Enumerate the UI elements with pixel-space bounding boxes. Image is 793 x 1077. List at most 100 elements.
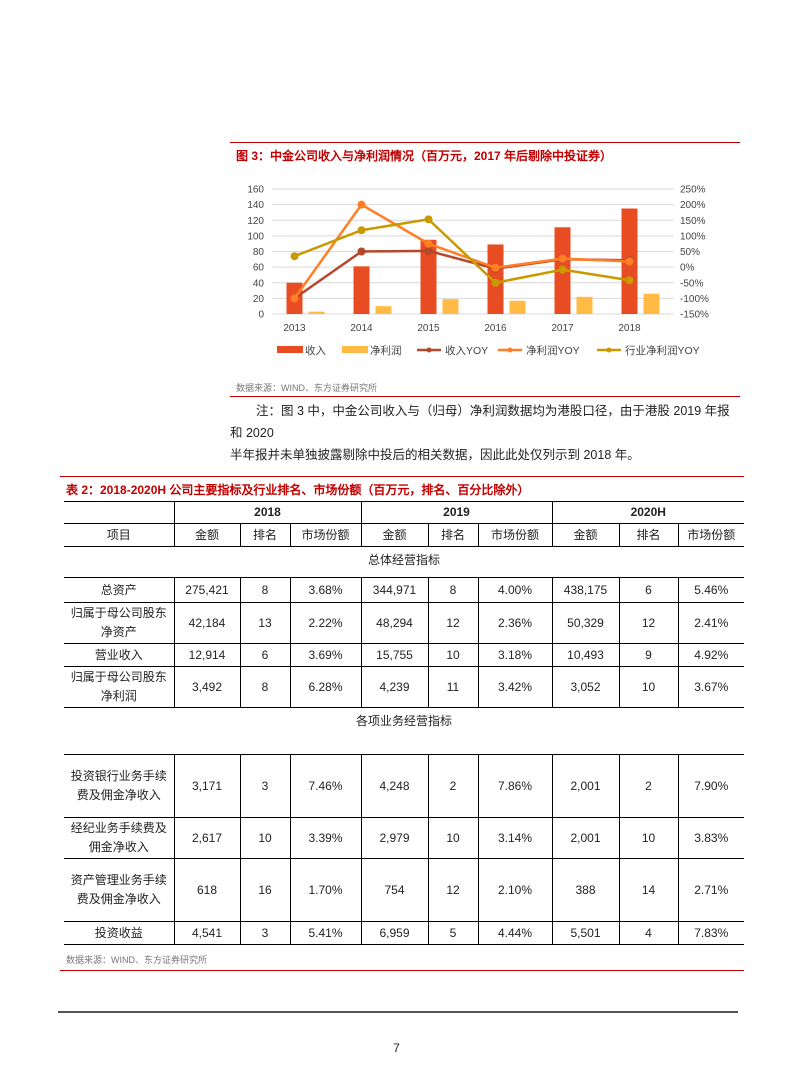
cell-rank: 6 — [618, 577, 679, 603]
year-2018-header: 2018 — [173, 501, 362, 524]
cell-share: 3.39% — [289, 817, 362, 859]
cell-share: 3.83% — [677, 817, 744, 859]
legend-label: 净利润 — [370, 344, 402, 357]
x-axis-tick: 2017 — [551, 323, 574, 334]
cell-share: 1.70% — [289, 858, 362, 922]
cell-share: 2.22% — [289, 602, 362, 644]
col-header-rank: 排名 — [239, 523, 291, 547]
col-header-item: 项目 — [64, 523, 175, 547]
legend-label: 净利润YOY — [526, 344, 580, 357]
data-point — [424, 215, 433, 224]
cell-rank: 13 — [239, 602, 291, 644]
cell-rank: 12 — [427, 602, 479, 644]
cell-amount: 438,175 — [551, 577, 620, 603]
page-number: 7 — [393, 1041, 400, 1055]
figure-title: 图 3：中金公司收入与净利润情况（百万元，2017 年后剔除中投证券） — [236, 149, 613, 163]
year-2020h-header: 2020H — [551, 501, 744, 524]
cell-amount: 3,052 — [551, 666, 620, 708]
cell-rank: 10 — [618, 666, 679, 708]
cell-share: 3.67% — [677, 666, 744, 708]
right-axis-tick: 0% — [680, 263, 695, 274]
year-header-row: 2018 2019 2020H — [64, 501, 744, 524]
cell-rank: 14 — [618, 858, 679, 922]
cell-amount: 754 — [360, 858, 429, 922]
row-item-label: 投资收益 — [64, 921, 175, 945]
table-row: 营业收入 12,914 6 3.69% 15,755 10 3.18% 10,493 9 4.92… — [64, 643, 744, 667]
table-row: 归属于母公司股东净利润 3,492 8 6.28% 4,239 11 3.42% 3,052 1… — [64, 666, 744, 708]
right-axis-tick: 150% — [680, 216, 706, 227]
right-axis-tick: 250% — [680, 185, 706, 196]
note-line-2: 半年报并未单独披露剔除中投后的相关数据，因此此处仅列示到 2018 年。 — [230, 448, 640, 462]
cell-amount: 10,493 — [551, 643, 620, 667]
section-row: 总体经营指标 — [64, 546, 744, 578]
figure-source: 数据来源：WIND、东方证券研究所 — [236, 383, 377, 393]
data-point — [491, 278, 500, 287]
col-header-share: 市场份额 — [677, 523, 744, 547]
cell-rank: 16 — [239, 858, 291, 922]
cell-rank: 11 — [427, 666, 479, 708]
cell-rank: 10 — [427, 643, 479, 667]
year-2019-header: 2019 — [360, 501, 553, 524]
cell-share: 3.69% — [289, 643, 362, 667]
data-point — [625, 257, 634, 266]
legend-marker-icon — [507, 347, 513, 353]
data-point — [424, 246, 433, 255]
left-axis-tick: 0 — [258, 310, 264, 321]
data-point — [357, 200, 366, 209]
cell-share: 7.83% — [677, 921, 744, 945]
cell-share: 3.42% — [477, 666, 553, 708]
section-row: 各项业务经营指标 — [64, 707, 744, 755]
cell-share: 7.90% — [677, 754, 744, 818]
legend-swatch — [342, 346, 368, 353]
data-point — [357, 247, 366, 256]
section-label: 总体经营指标 — [64, 546, 744, 578]
x-axis-tick: 2013 — [283, 323, 306, 334]
right-axis-tick: 200% — [680, 200, 706, 211]
table-title: 表 2：2018-2020H 公司主要指标及行业排名、市场份额（百万元，排名、百… — [66, 483, 530, 497]
cell-rank: 10 — [618, 817, 679, 859]
cell-rank: 6 — [239, 643, 291, 667]
cell-rank: 12 — [618, 602, 679, 644]
footer-rule — [58, 1011, 738, 1013]
x-axis-tick: 2018 — [618, 323, 641, 334]
legend-swatch — [277, 346, 303, 353]
line-industry-net-profit-yoy — [294, 217, 630, 285]
cell-share: 5.46% — [677, 577, 744, 603]
table-row: 总资产 275,421 8 3.68% 344,971 8 4.00% 438,175 6 5.4… — [64, 577, 744, 603]
cell-rank: 12 — [427, 858, 479, 922]
cell-amount: 3,171 — [173, 754, 241, 818]
line-net-profit-yoy — [293, 202, 630, 300]
cell-rank: 8 — [239, 577, 291, 603]
cell-rank: 9 — [618, 643, 679, 667]
legend-label: 收入YOY — [445, 344, 488, 357]
col-header-share: 市场份额 — [477, 523, 553, 547]
cell-amount: 275,421 — [173, 577, 241, 603]
table-row: 投资收益 4,541 3 5.41% 6,959 5 4.44% 5,501 4 7.83% — [64, 921, 744, 945]
cell-share: 4.92% — [677, 643, 744, 667]
table-top-rule — [60, 476, 744, 477]
cell-rank: 3 — [239, 754, 291, 818]
data-point — [625, 276, 634, 285]
indicators-table: 2018 2019 2020H 项目 金额 排名 市场份额 金额 排名 市场份额… — [64, 501, 744, 945]
cell-rank: 5 — [427, 921, 479, 945]
left-axis-tick: 60 — [253, 263, 265, 274]
cell-share: 3.68% — [289, 577, 362, 603]
data-point — [357, 226, 366, 235]
cell-amount: 5,501 — [551, 921, 620, 945]
col-header-rank: 排名 — [427, 523, 479, 547]
cell-amount: 2,617 — [173, 817, 241, 859]
figure-top-rule — [230, 142, 740, 143]
left-axis-tick: 40 — [253, 278, 265, 289]
right-axis-tick: 50% — [680, 247, 700, 258]
cell-amount: 42,184 — [173, 602, 241, 644]
row-item-label: 归属于母公司股东净利润 — [64, 666, 175, 708]
legend-marker-icon — [426, 347, 432, 353]
left-axis-tick: 140 — [247, 200, 264, 211]
row-item-label: 营业收入 — [64, 643, 175, 667]
cell-amount: 50,329 — [551, 602, 620, 644]
cell-amount: 344,971 — [360, 577, 429, 603]
cell-share: 3.18% — [477, 643, 553, 667]
bar-net-profit — [375, 306, 392, 314]
row-item-label: 经纪业务手续费及佣金净收入 — [64, 817, 175, 859]
blank-header-cell — [64, 501, 175, 524]
